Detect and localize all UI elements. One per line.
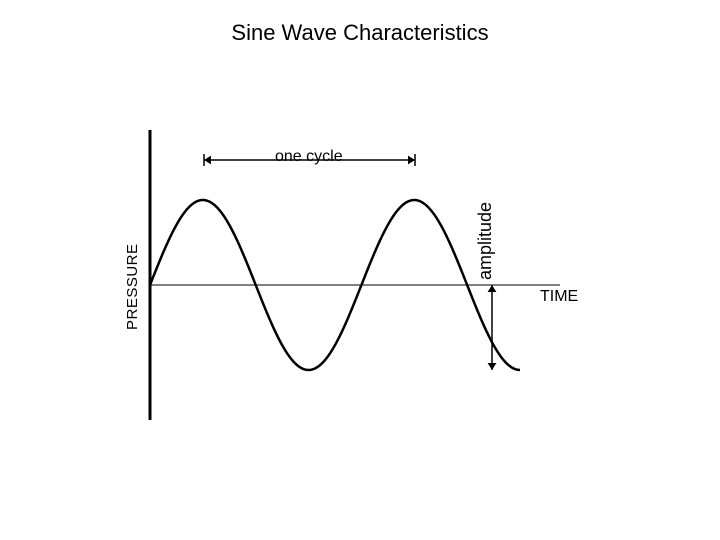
y-axis-label: PRESSURE <box>124 243 141 330</box>
sine-diagram: PRESSURE TIME one cycle amplitude <box>100 130 620 430</box>
page-title: Sine Wave Characteristics <box>0 20 720 46</box>
amplitude-label: amplitude <box>475 202 496 280</box>
cycle-label: one cycle <box>275 148 343 166</box>
x-axis-label: TIME <box>540 288 578 306</box>
sine-svg <box>100 130 620 430</box>
